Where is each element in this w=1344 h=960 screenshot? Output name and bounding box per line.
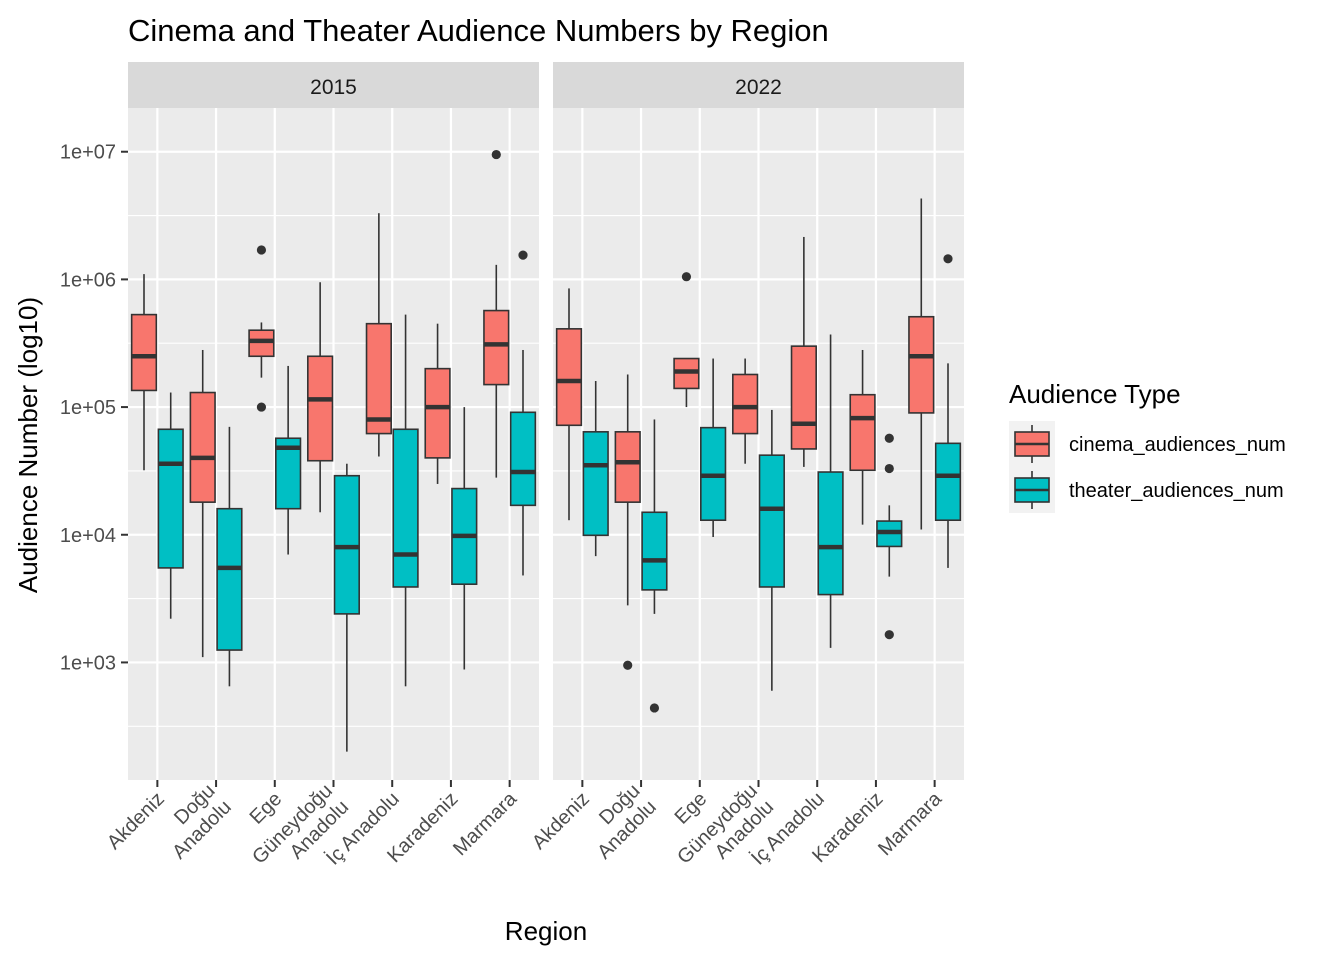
box-theater xyxy=(641,419,668,713)
box-theater xyxy=(934,254,962,568)
legend-entry-cinema: cinema_audiences_num xyxy=(1009,421,1286,467)
legend: Audience Type cinema_audiences_numtheate… xyxy=(1009,379,1286,513)
box-iqr xyxy=(641,511,668,591)
box-iqr xyxy=(130,313,158,392)
x-axis-title: Region xyxy=(505,916,587,946)
outlier-point xyxy=(256,245,267,255)
box-iqr xyxy=(424,367,451,459)
outlier-point xyxy=(649,703,660,713)
outlier-point xyxy=(884,433,894,443)
y-tick-label: 1e+07 xyxy=(60,142,116,164)
x-tick-label: Akdeniz xyxy=(103,788,169,854)
box-cinema xyxy=(307,282,334,513)
facet-strip-label: 2022 xyxy=(735,76,782,99)
box-iqr xyxy=(908,315,935,414)
box-cinema xyxy=(248,245,275,412)
legend-label: cinema_audiences_num xyxy=(1069,434,1286,456)
outlier-point xyxy=(884,463,894,474)
box-iqr xyxy=(817,471,844,596)
box-cinema xyxy=(732,358,759,464)
box-cinema xyxy=(365,213,392,457)
facet-strip xyxy=(128,62,539,108)
box-theater xyxy=(758,409,785,691)
box-iqr xyxy=(582,431,609,537)
box-theater xyxy=(157,392,184,619)
box-iqr xyxy=(509,411,537,507)
box-cinema xyxy=(555,288,583,521)
box-cinema xyxy=(189,349,216,658)
box-cinema xyxy=(790,236,817,467)
box-iqr xyxy=(157,428,184,569)
box-iqr xyxy=(216,507,243,651)
x-tick-label: DoğuAnadolu xyxy=(152,780,236,864)
y-axis-title: Audience Number (log10) xyxy=(13,297,43,593)
y-tick-label: 1e+05 xyxy=(60,397,116,419)
box-iqr xyxy=(614,431,641,503)
box-theater xyxy=(392,314,419,687)
box-theater xyxy=(333,463,360,752)
box-iqr xyxy=(365,322,392,435)
box-theater xyxy=(700,358,727,538)
legend-title: Audience Type xyxy=(1009,379,1181,409)
chart-title: Cinema and Theater Audience Numbers by R… xyxy=(128,13,829,48)
outlier-point xyxy=(256,402,267,412)
box-cinema xyxy=(673,272,700,408)
box-iqr xyxy=(189,391,216,503)
x-tick-label: DoğuAnadolu xyxy=(577,780,661,864)
legend-entry-theater: theater_audiences_num xyxy=(1009,467,1284,513)
box-iqr xyxy=(307,355,334,462)
box-iqr xyxy=(849,393,876,472)
x-tick-label: Marmara xyxy=(874,787,947,860)
facet-strip-label: 2015 xyxy=(310,76,357,99)
facet-panel-2015: 2015 xyxy=(128,62,539,780)
box-cinema xyxy=(130,274,158,471)
box-iqr xyxy=(555,328,583,427)
box-theater xyxy=(451,407,478,670)
y-tick-label: 1e+03 xyxy=(60,652,116,674)
facet-strip xyxy=(553,62,964,108)
box-cinema xyxy=(483,149,510,478)
box-cinema xyxy=(424,323,451,484)
outlier-point xyxy=(681,272,692,282)
outlier-point xyxy=(623,660,633,670)
box-theater xyxy=(817,334,844,648)
outlier-point xyxy=(518,250,528,260)
box-iqr xyxy=(392,428,419,588)
x-tick-label: Akdeniz xyxy=(528,788,594,854)
facet-panel-2022: 2022 xyxy=(553,62,964,780)
y-tick-label: 1e+06 xyxy=(60,269,116,291)
box-theater xyxy=(582,381,609,557)
legend-label: theater_audiences_num xyxy=(1069,480,1284,502)
box-cinema xyxy=(908,198,935,530)
box-iqr xyxy=(758,454,785,588)
x-tick-label: Marmara xyxy=(449,787,522,860)
box-cinema xyxy=(849,349,876,525)
box-cinema xyxy=(614,374,641,670)
box-iqr xyxy=(333,474,360,615)
box-iqr xyxy=(248,329,275,358)
box-iqr xyxy=(732,373,759,435)
box-theater xyxy=(509,250,537,576)
box-iqr xyxy=(934,442,962,522)
box-theater xyxy=(216,426,243,687)
y-tick-label: 1e+04 xyxy=(60,525,116,547)
box-theater xyxy=(275,365,302,555)
box-iqr xyxy=(483,309,510,386)
outlier-point xyxy=(943,254,953,264)
outlier-point xyxy=(491,149,501,160)
box-theater xyxy=(876,433,903,640)
outlier-point xyxy=(884,630,894,640)
box-iqr xyxy=(790,345,817,450)
